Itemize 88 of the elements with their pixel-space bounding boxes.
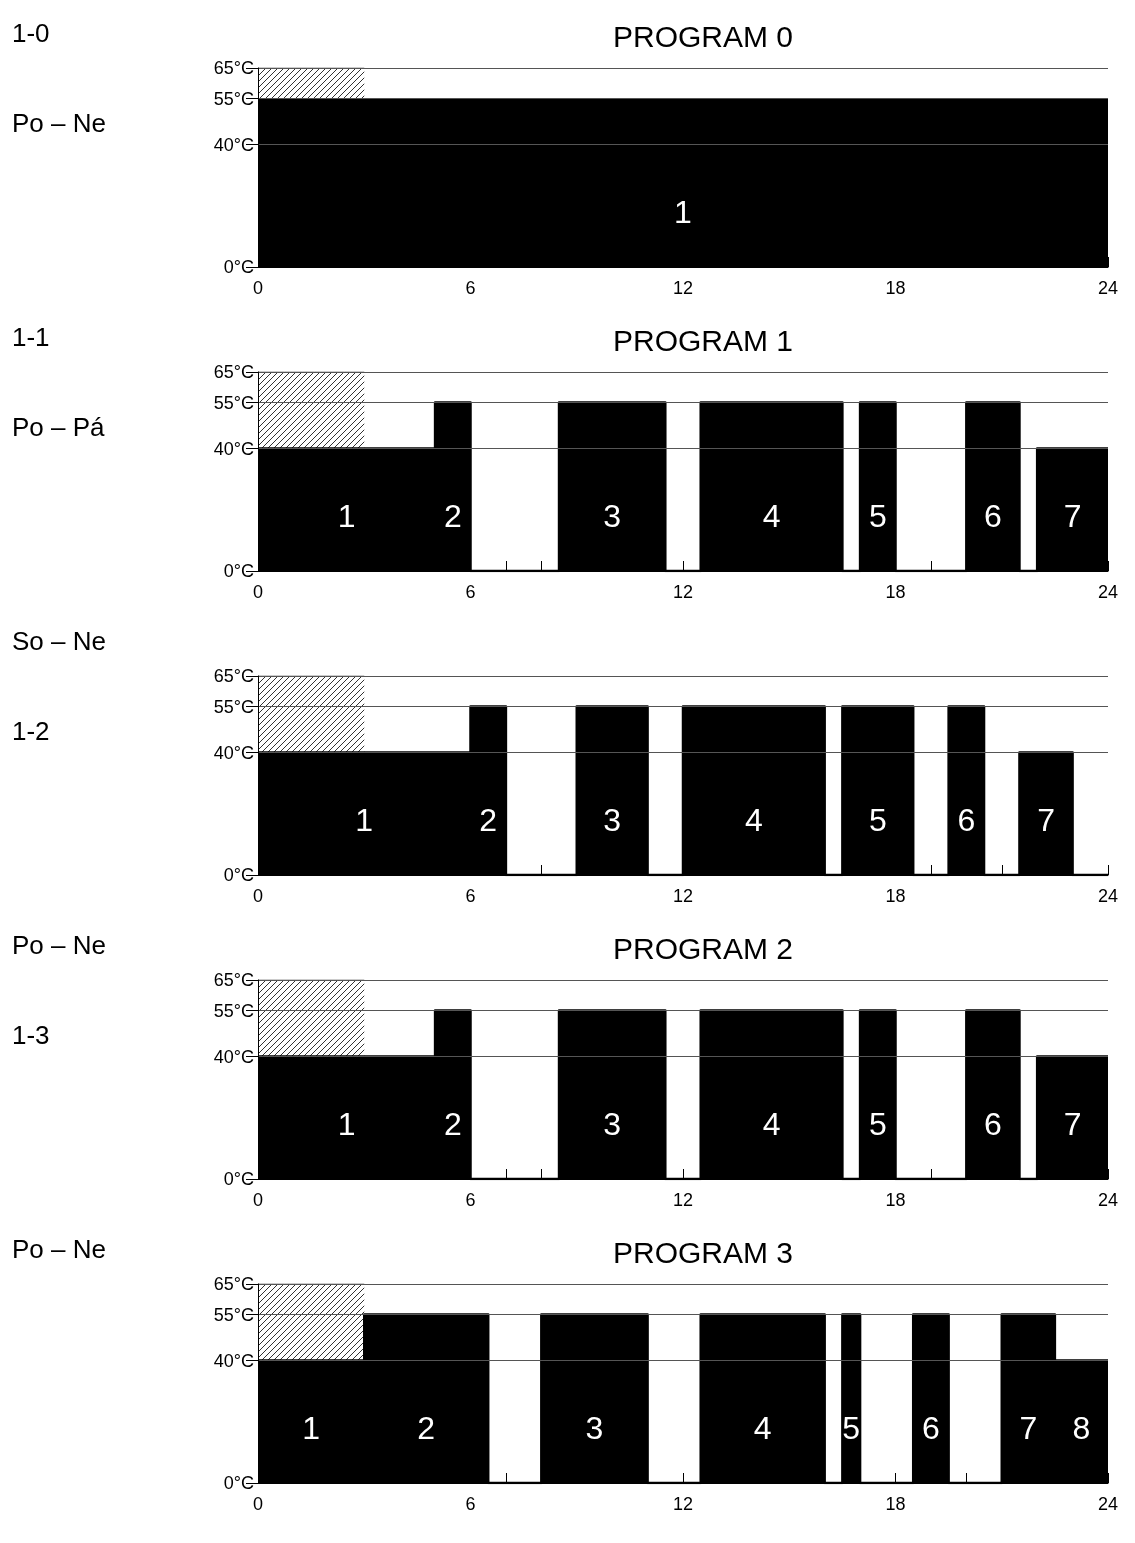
annotation: 3 [603, 497, 622, 534]
annotation: 5 [868, 497, 887, 534]
annotation: 3 [603, 1105, 622, 1142]
text: Po – Ne [12, 1234, 106, 1264]
annotation: 4 [744, 801, 763, 838]
annotation: 5 [868, 1105, 887, 1142]
y-tick-label: 55°C [213, 696, 254, 717]
chart-title: PROGRAM 3 [612, 1235, 794, 1269]
annotation: 7 [1037, 801, 1055, 838]
annotation: 7 [1063, 497, 1082, 534]
annotation: 3 [585, 1409, 604, 1446]
y-tick-label: 40°C [213, 438, 254, 459]
x-tick-label: 24 [1097, 582, 1119, 602]
annotation: 4 [762, 1105, 781, 1142]
annotation: 5 [842, 1409, 861, 1446]
text: Po – Pá [12, 412, 106, 442]
annotation: 2 [417, 1409, 436, 1446]
y-tick-label: 0°C [223, 865, 254, 885]
annotation: 2 [443, 497, 462, 534]
annotation: 7 [1063, 1105, 1082, 1142]
annotation: 3 [603, 801, 622, 838]
x-tick-label: 24 [1097, 1190, 1119, 1210]
annotation: 6 [984, 1105, 1002, 1142]
text: Po – Ne [12, 108, 106, 138]
x-tick-label: 12 [672, 582, 694, 602]
x-tick-label: 6 [465, 278, 476, 298]
annotation: 2 [479, 801, 498, 838]
annotation: 6 [957, 801, 976, 838]
x-tick-label: 12 [672, 886, 694, 906]
y-tick-label: 65°C [213, 970, 254, 990]
x-tick-label: 12 [672, 1190, 694, 1210]
text: So – Ne [12, 626, 106, 656]
y-tick-label: 40°C [213, 1350, 254, 1371]
annotation: 1 [674, 193, 692, 230]
y-tick-label: 55°C [213, 392, 254, 413]
y-tick-label: 40°C [213, 134, 254, 155]
y-tick-label: 55°C [213, 1000, 254, 1021]
x-tick-label: 18 [885, 582, 906, 602]
y-tick-label: 55°C [213, 88, 254, 109]
text: Po – Ne [12, 930, 106, 960]
x-tick-label: 0 [252, 582, 264, 602]
x-tick-label: 0 [252, 278, 264, 298]
text: 1-1 [12, 322, 50, 352]
annotation: 8 [1072, 1409, 1091, 1446]
y-tick-label: 0°C [223, 257, 254, 277]
x-tick-label: 24 [1097, 886, 1119, 906]
annotation: 1 [337, 1105, 356, 1142]
x-tick-label: 18 [885, 278, 906, 298]
x-tick-label: 6 [465, 1190, 476, 1210]
x-tick-label: 0 [252, 1190, 264, 1210]
annotation: 5 [868, 801, 887, 838]
annotation: 1 [302, 1409, 321, 1446]
x-tick-label: 24 [1097, 1494, 1119, 1514]
y-tick-label: 65°C [213, 58, 254, 78]
x-tick-label: 0 [252, 1494, 264, 1514]
x-tick-label: 6 [465, 1494, 476, 1514]
x-tick-label: 12 [672, 278, 694, 298]
annotation: 4 [753, 1409, 772, 1446]
annotation: 6 [984, 497, 1002, 534]
x-tick-label: 6 [465, 582, 476, 602]
annotation: 7 [1019, 1409, 1038, 1446]
chart-title: PROGRAM 2 [612, 931, 794, 965]
y-tick-label: 0°C [223, 1473, 254, 1493]
y-tick-label: 65°C [213, 1274, 254, 1294]
x-tick-label: 24 [1097, 278, 1119, 298]
x-tick-label: 0 [252, 886, 264, 906]
y-tick-label: 0°C [223, 1169, 254, 1189]
text: 1-0 [12, 18, 50, 48]
y-tick-label: 55°C [213, 1304, 254, 1325]
chart-title: PROGRAM 1 [612, 323, 794, 357]
text: 1-2 [12, 716, 50, 746]
annotation: 2 [443, 1105, 462, 1142]
y-tick-label: 0°C [223, 561, 254, 581]
annotation: 4 [762, 497, 781, 534]
y-tick-label: 65°C [213, 362, 254, 382]
y-tick-label: 40°C [213, 742, 254, 763]
x-tick-label: 18 [885, 1494, 906, 1514]
text: 1-3 [12, 1020, 50, 1050]
annotation: 1 [337, 497, 356, 534]
annotation: 6 [922, 1409, 940, 1446]
chart-title: PROGRAM 0 [612, 19, 794, 53]
y-tick-label: 65°C [213, 666, 254, 686]
annotation: 1 [355, 801, 374, 838]
x-tick-label: 12 [672, 1494, 694, 1514]
y-tick-label: 40°C [213, 1046, 254, 1067]
x-tick-label: 18 [885, 886, 906, 906]
x-tick-label: 6 [465, 886, 476, 906]
x-tick-label: 18 [885, 1190, 906, 1210]
